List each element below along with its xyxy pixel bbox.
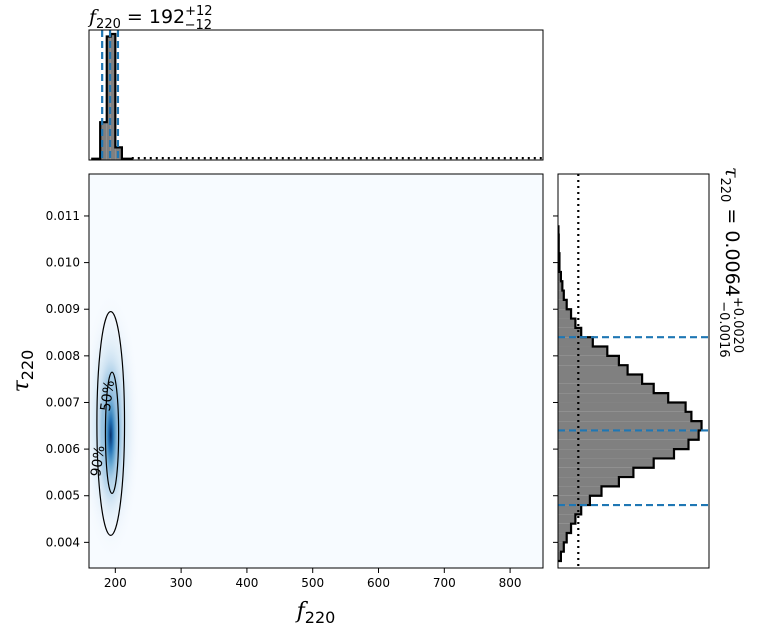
histogram-bar: [558, 337, 593, 347]
marginal-tau220-panel: τ220 = 0.0064+0.0020−0.0016: [553, 167, 745, 569]
x-tick-label: 700: [433, 576, 456, 590]
histogram-bar: [558, 383, 654, 394]
histogram-bar: [558, 421, 702, 431]
histogram-bar: [558, 411, 692, 422]
histogram-bar: [558, 430, 699, 440]
x-tick-label: 600: [367, 576, 390, 590]
histogram-bar: [558, 318, 576, 328]
y-axis-label: τ220: [9, 350, 37, 393]
histogram-bar: [558, 290, 564, 300]
histogram-bar: [558, 467, 634, 478]
histogram-bar: [558, 477, 619, 487]
histogram-bar: [558, 449, 674, 459]
histogram-bar: [558, 393, 669, 403]
histogram-bar: [558, 551, 561, 562]
histogram-bar: [106, 36, 111, 160]
marginal-f220-panel: f220 = 192+12 −12: [87, 4, 544, 161]
y-tick-label: 0.010: [46, 256, 80, 270]
x-tick-label: 800: [499, 576, 522, 590]
y-tick-label: 0.006: [46, 442, 80, 456]
marginal-f220-title: f220 = 192+12 −12: [87, 4, 213, 33]
histogram-bar: [558, 365, 628, 375]
contour-50pct: [104, 371, 120, 494]
histogram-bar: [558, 514, 576, 524]
histogram-bar: [110, 34, 116, 160]
histogram-bar: [558, 299, 567, 310]
x-tick-label: 200: [104, 576, 127, 590]
histogram-bar: [558, 542, 564, 552]
y-tick-label: 0.004: [46, 535, 80, 549]
histogram-bar: [558, 533, 567, 543]
histogram-bar: [558, 505, 582, 515]
joint-density-panel: 90% 50% 200 300 400 500 600 700 800 0.004 0.005 0.…: [9, 173, 544, 627]
contour-label-90: 90%: [88, 445, 108, 478]
x-tick-label: 400: [235, 576, 258, 590]
histogram-outline: [558, 225, 703, 563]
histogram-bar: [558, 281, 563, 291]
contour-90pct: [96, 310, 126, 536]
histogram-bar: [558, 355, 619, 366]
histogram-bar: [558, 523, 572, 534]
histogram-bar: [558, 458, 654, 468]
histogram-bar: [558, 486, 602, 496]
histogram-bar: [558, 309, 572, 319]
histogram-bar: [558, 374, 643, 384]
y-tick-label: 0.007: [46, 395, 80, 409]
y-tick-label: 0.011: [46, 209, 80, 223]
histogram-bar: [558, 327, 582, 338]
contour-label-50: 50%: [98, 379, 118, 412]
y-tick-label: 0.008: [46, 349, 80, 363]
histogram-bar: [558, 402, 686, 412]
x-tick-label: 500: [301, 576, 324, 590]
marginal-tau220-title: τ220 = 0.0064+0.0020−0.0016: [716, 167, 745, 358]
histogram-bar: [558, 495, 590, 506]
x-tick-label: 300: [170, 576, 193, 590]
y-tick-label: 0.009: [46, 302, 80, 316]
histogram-bar: [558, 346, 608, 356]
y-tick-label: 0.005: [46, 489, 80, 503]
histogram-bar: [558, 271, 561, 282]
x-axis-label: f220: [295, 599, 336, 627]
histogram-bar: [100, 122, 107, 160]
histogram-bar: [558, 439, 689, 450]
